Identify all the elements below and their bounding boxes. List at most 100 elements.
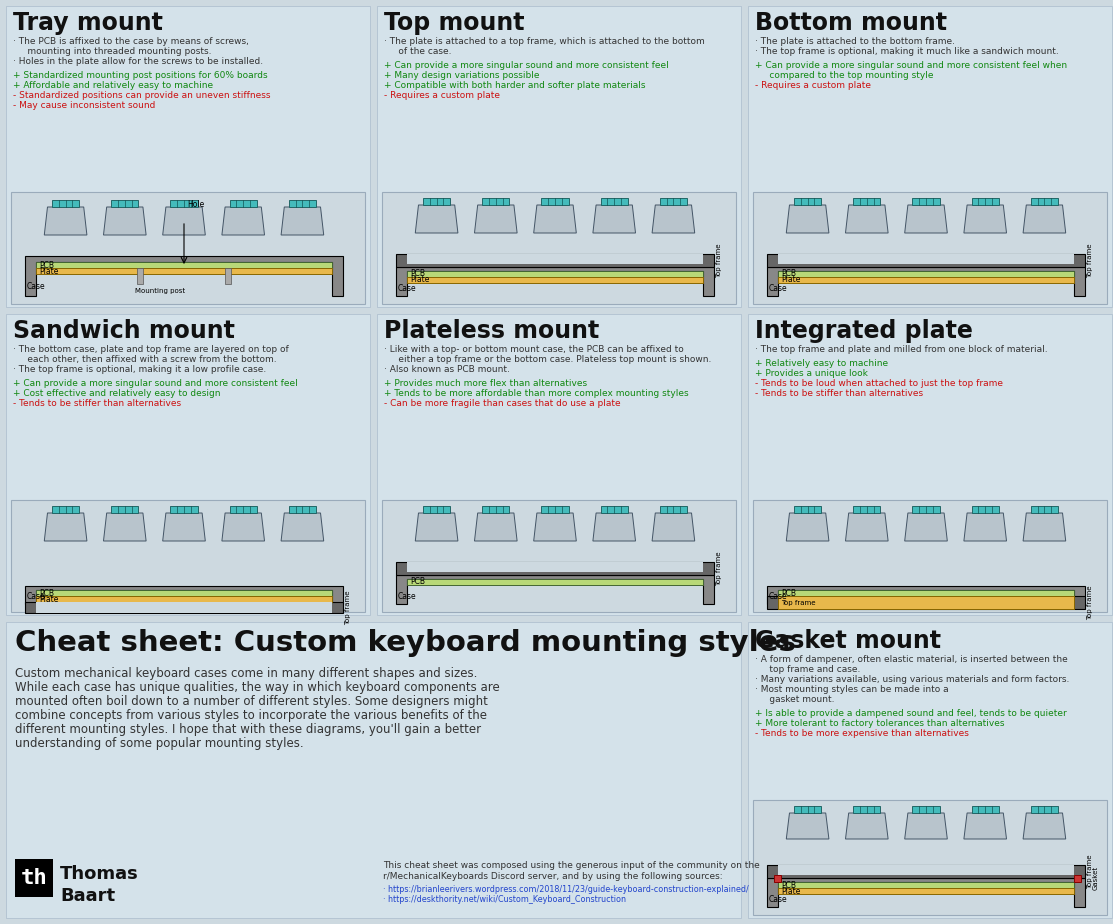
Text: Cheat sheet: Custom keyboard mounting styles: Cheat sheet: Custom keyboard mounting st…: [14, 629, 796, 657]
Bar: [1031, 506, 1058, 513]
Bar: [767, 596, 1085, 609]
Polygon shape: [786, 813, 829, 839]
FancyBboxPatch shape: [11, 192, 365, 304]
Text: - Tends to be stiffer than alternatives: - Tends to be stiffer than alternatives: [13, 399, 181, 408]
Text: compared to the top mounting style: compared to the top mounting style: [755, 71, 934, 80]
Text: PCB: PCB: [781, 270, 796, 278]
Polygon shape: [1023, 513, 1066, 541]
FancyBboxPatch shape: [754, 500, 1107, 612]
Polygon shape: [104, 207, 146, 235]
Text: While each case has unique qualities, the way in which keyboard components are: While each case has unique qualities, th…: [14, 681, 500, 694]
Text: PCB: PCB: [410, 578, 425, 587]
Text: Case: Case: [27, 592, 46, 601]
Bar: [14, 859, 53, 897]
Bar: [226, 268, 232, 284]
Text: Plate: Plate: [781, 886, 800, 895]
Text: · https://deskthority.net/wiki/Custom_Keyboard_Construction: · https://deskthority.net/wiki/Custom_Ke…: [383, 895, 626, 904]
Bar: [407, 277, 703, 283]
Polygon shape: [534, 205, 577, 233]
Text: r/MechanicalKeyboards Discord server, and by using the following sources:: r/MechanicalKeyboards Discord server, an…: [383, 872, 722, 881]
Bar: [229, 200, 257, 207]
Text: combine concepts from various styles to incorporate the various benefits of the: combine concepts from various styles to …: [14, 709, 487, 722]
Bar: [288, 506, 316, 513]
Bar: [137, 268, 142, 284]
Text: Case: Case: [398, 284, 416, 293]
Text: + Provides much more flex than alternatives: + Provides much more flex than alternati…: [384, 379, 588, 388]
FancyBboxPatch shape: [382, 192, 736, 304]
Text: Mounting post: Mounting post: [135, 288, 185, 294]
Text: Integrated plate: Integrated plate: [755, 319, 973, 343]
Polygon shape: [846, 813, 888, 839]
Text: Plate: Plate: [781, 275, 800, 285]
Bar: [170, 200, 198, 207]
Text: Case: Case: [769, 284, 788, 293]
Bar: [794, 806, 821, 813]
Bar: [36, 268, 332, 274]
Bar: [767, 254, 1085, 267]
Polygon shape: [45, 513, 87, 541]
Text: · Also known as PCB mount.: · Also known as PCB mount.: [384, 365, 510, 374]
Polygon shape: [162, 207, 205, 235]
Polygon shape: [767, 267, 1085, 296]
Text: different mounting styles. I hope that with these diagrams, you'll gain a better: different mounting styles. I hope that w…: [14, 723, 481, 736]
Text: - Tends to be more expensive than alternatives: - Tends to be more expensive than altern…: [755, 729, 969, 738]
Text: · Holes in the plate allow for the screws to be installed.: · Holes in the plate allow for the screw…: [13, 57, 263, 66]
Bar: [24, 602, 343, 613]
Text: · The top frame is optional, making it a low profile case.: · The top frame is optional, making it a…: [13, 365, 266, 374]
Text: Case: Case: [769, 592, 788, 601]
Bar: [1031, 806, 1058, 813]
Text: PCB: PCB: [39, 261, 55, 270]
Bar: [774, 875, 781, 882]
Text: Top frame: Top frame: [1087, 585, 1093, 620]
Text: · The plate is attached to a top frame, which is attached to the bottom: · The plate is attached to a top frame, …: [384, 37, 705, 46]
Bar: [407, 562, 703, 572]
Text: + Cost effective and relatively easy to design: + Cost effective and relatively easy to …: [13, 389, 220, 398]
Polygon shape: [905, 813, 947, 839]
Polygon shape: [1023, 813, 1066, 839]
Text: - Requires a custom plate: - Requires a custom plate: [384, 91, 500, 100]
Polygon shape: [652, 513, 695, 541]
Text: · The PCB is affixed to the case by means of screws,: · The PCB is affixed to the case by mean…: [13, 37, 249, 46]
Bar: [482, 198, 510, 205]
Text: Gasket mount: Gasket mount: [755, 629, 940, 653]
Bar: [972, 806, 998, 813]
Polygon shape: [593, 205, 636, 233]
Bar: [854, 806, 880, 813]
Text: + Compatible with both harder and softer plate materials: + Compatible with both harder and softer…: [384, 81, 646, 90]
Polygon shape: [221, 207, 265, 235]
Bar: [913, 806, 939, 813]
Text: · Like with a top- or bottom mount case, the PCB can be affixed to: · Like with a top- or bottom mount case,…: [384, 345, 683, 354]
Polygon shape: [282, 207, 324, 235]
Bar: [794, 198, 821, 205]
Bar: [288, 200, 316, 207]
FancyBboxPatch shape: [748, 6, 1112, 307]
Text: PCB: PCB: [410, 270, 425, 278]
Bar: [407, 579, 703, 585]
FancyBboxPatch shape: [377, 314, 741, 615]
Text: + Can provide a more singular sound and more consistent feel when: + Can provide a more singular sound and …: [755, 61, 1067, 70]
Text: + Standardized mounting post positions for 60% boards: + Standardized mounting post positions f…: [13, 71, 267, 80]
Bar: [972, 198, 998, 205]
Polygon shape: [786, 513, 829, 541]
Text: · Many variations available, using various materials and form factors.: · Many variations available, using vario…: [755, 675, 1070, 684]
Polygon shape: [415, 205, 457, 233]
Text: This cheat sheet was composed using the generous input of the community on the: This cheat sheet was composed using the …: [383, 861, 760, 870]
Bar: [778, 254, 1074, 264]
Bar: [396, 562, 715, 575]
Text: gasket mount.: gasket mount.: [755, 695, 835, 704]
FancyBboxPatch shape: [748, 622, 1112, 918]
Polygon shape: [162, 513, 205, 541]
Text: Case: Case: [398, 592, 416, 601]
Bar: [660, 506, 687, 513]
Bar: [660, 198, 687, 205]
Text: Plate: Plate: [410, 275, 430, 285]
Text: mounting into threaded mounting posts.: mounting into threaded mounting posts.: [13, 47, 211, 56]
Text: · The plate is attached to the bottom frame.: · The plate is attached to the bottom fr…: [755, 37, 955, 46]
Bar: [396, 254, 715, 267]
Text: Gasket: Gasket: [1093, 866, 1099, 890]
Bar: [36, 590, 332, 596]
Bar: [778, 596, 1074, 609]
Polygon shape: [964, 813, 1006, 839]
Bar: [111, 200, 138, 207]
Bar: [778, 590, 1074, 596]
